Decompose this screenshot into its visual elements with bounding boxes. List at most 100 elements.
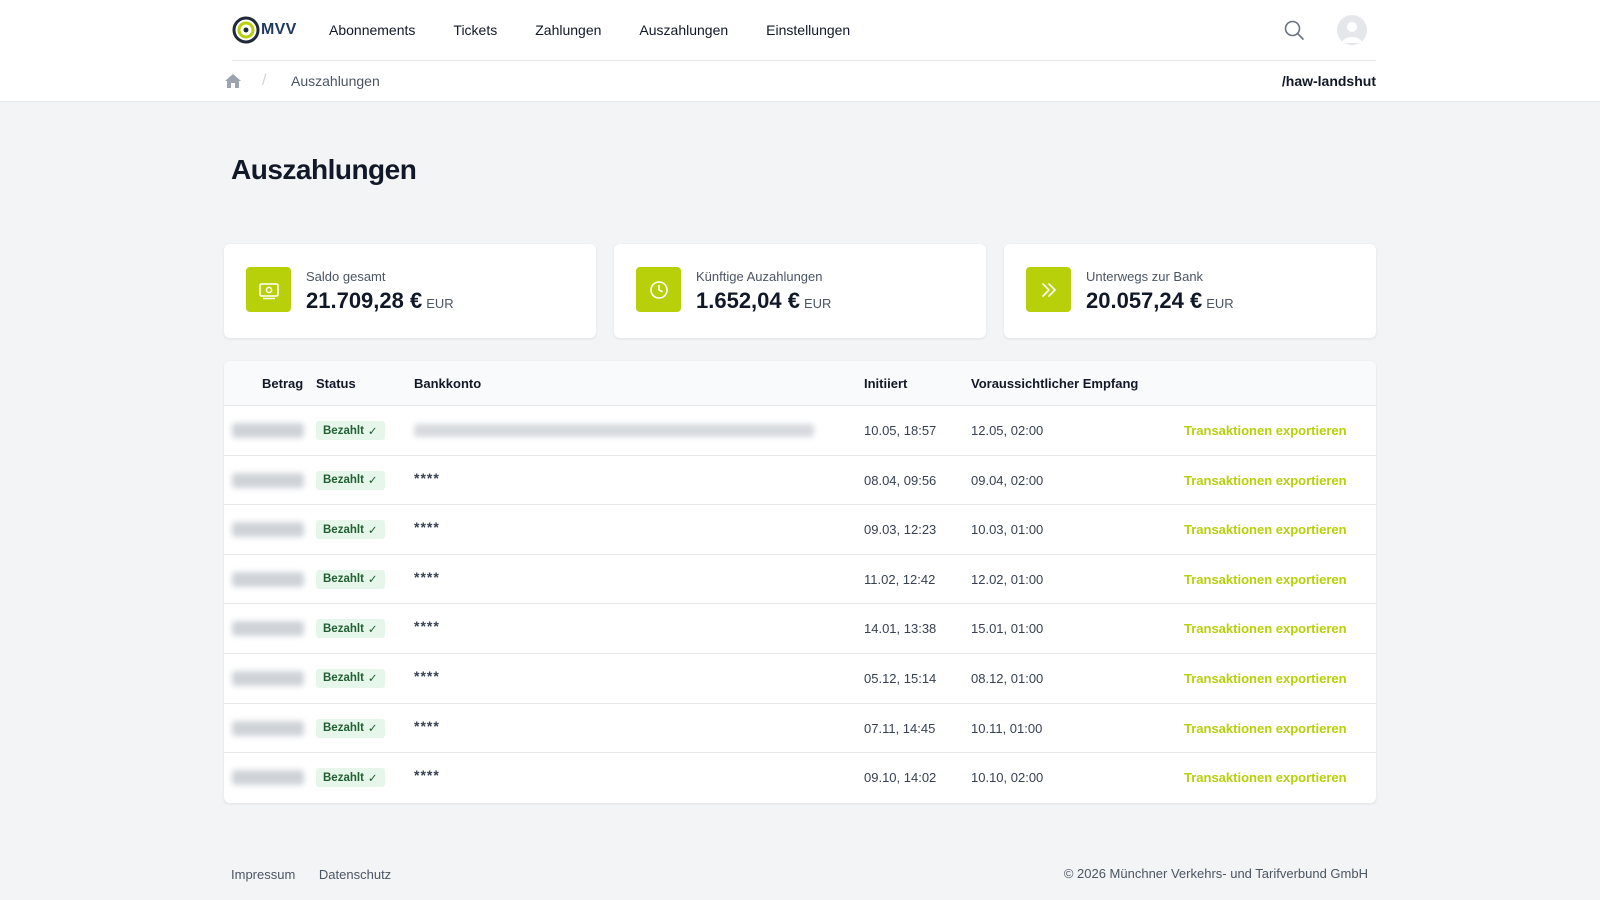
summary-cards: Saldo gesamt 21.709,28 € EUR Künftige Auz… — [224, 244, 1376, 338]
card-currency: EUR — [803, 296, 832, 311]
initiated-date: 08.04, 09:56 — [864, 472, 937, 488]
received-date: 12.02, 01:00 — [971, 571, 1044, 587]
table-row: Bezahlt ✓ **** 05.12, 15:14 08.12, 01:00 … — [224, 654, 1376, 704]
bank-account: **** — [414, 618, 440, 635]
check-icon: ✓ — [367, 574, 378, 587]
search-icon[interactable] — [1283, 19, 1305, 41]
check-icon: ✓ — [367, 673, 378, 686]
card-currency: EUR — [426, 296, 454, 311]
card-kuenftige-auszahlungen: Künftige Auzahlungen 1.652,04 € EUR — [614, 244, 986, 338]
amount-redacted — [232, 423, 304, 438]
card-amount: 20.057,24 € — [1086, 288, 1203, 313]
payouts-table: Betrag Status Bankkonto Initiiert Voraus… — [224, 361, 1376, 803]
export-transactions-link[interactable]: Transaktionen exportieren — [1184, 423, 1347, 438]
received-date: 10.03, 01:00 — [971, 522, 1044, 538]
mvv-logo[interactable]: MVV — [232, 14, 297, 46]
footer-links: Impressum Datenschutz — [231, 867, 411, 882]
bank-account: **** — [414, 717, 440, 734]
export-transactions-link[interactable]: Transaktionen exportieren — [1184, 472, 1347, 488]
status-label: Bezahlt — [323, 672, 364, 685]
table-row: Bezahlt ✓ **** 14.01, 13:38 15.01, 01:00 … — [224, 604, 1376, 654]
card-unterwegs-zur-bank: Unterwegs zur Bank 20.057,24 € EUR — [1004, 244, 1376, 338]
logo-text: MVV — [261, 21, 297, 38]
export-transactions-link[interactable]: Transaktionen exportieren — [1184, 670, 1347, 686]
table-row: Bezahlt ✓ **** 08.04, 09:56 09.04, 02:00 … — [224, 456, 1376, 506]
amount-redacted — [232, 522, 304, 538]
table-row: Bezahlt ✓ **** 09.10, 14:02 10.10, 02:00 … — [224, 753, 1376, 803]
user-avatar-icon[interactable] — [1337, 15, 1367, 45]
breadcrumb-current: Auszahlungen — [291, 73, 380, 89]
table-row: Bezahlt ✓ 10.05, 18:57 12.05, 02:00 Trans… — [224, 406, 1376, 456]
card-value: 1.652,04 € EUR — [696, 288, 831, 314]
export-transactions-link[interactable]: Transaktionen exportieren — [1184, 621, 1347, 637]
export-transactions-link[interactable]: Transaktionen exportieren — [1184, 720, 1347, 736]
check-icon: ✓ — [367, 425, 378, 438]
export-transactions-link[interactable]: Transaktionen exportieren — [1184, 770, 1347, 786]
amount-redacted — [232, 770, 304, 786]
double-chevron-right-icon — [1026, 267, 1071, 312]
received-date: 12.05, 02:00 — [971, 423, 1044, 438]
export-transactions-link[interactable]: Transaktionen exportieren — [1184, 522, 1347, 538]
received-date: 10.10, 02:00 — [971, 770, 1044, 786]
column-header-amount[interactable]: Betrag — [262, 376, 304, 391]
initiated-date: 09.03, 12:23 — [864, 522, 937, 538]
column-header-initiated[interactable]: Initiiert — [864, 376, 908, 391]
card-saldo-gesamt: Saldo gesamt 21.709,28 € EUR — [224, 244, 596, 338]
page-title: Auszahlungen — [231, 154, 417, 185]
breadcrumb-separator: / — [262, 72, 267, 89]
status-label: Bezahlt — [323, 474, 364, 487]
initiated-date: 09.10, 14:02 — [864, 770, 937, 786]
card-amount: 1.652,04 € — [696, 288, 800, 313]
status-badge: Bezahlt ✓ — [316, 619, 385, 639]
column-header-status[interactable]: Status — [316, 376, 356, 391]
status-label: Bezahlt — [323, 424, 364, 437]
table-row: Bezahlt ✓ **** 09.03, 12:23 10.03, 01:00 … — [224, 505, 1376, 555]
card-label: Saldo gesamt — [306, 269, 386, 284]
amount-redacted — [232, 621, 304, 637]
footer-copyright: © 2026 Münchner Verkehrs- und Tarifverbu… — [1063, 866, 1368, 881]
footer-link-impressum[interactable]: Impressum — [231, 867, 296, 882]
status-badge: Bezahlt ✓ — [316, 470, 385, 490]
banknote-icon — [246, 267, 291, 312]
nav-menu: Abonnements Tickets Zahlungen Auszahlung… — [329, 0, 888, 60]
mvv-logo-icon — [232, 16, 260, 44]
nav-item-abonnements[interactable]: Abonnements — [329, 22, 416, 38]
column-header-account[interactable]: Bankkonto — [414, 376, 482, 391]
bank-account: **** — [414, 519, 440, 536]
column-header-received[interactable]: Voraussichtlicher Empfang — [971, 376, 1139, 391]
status-badge: Bezahlt ✓ — [316, 569, 385, 589]
footer-link-datenschutz[interactable]: Datenschutz — [318, 867, 392, 882]
bank-account: **** — [414, 667, 440, 684]
nav-item-zahlungen[interactable]: Zahlungen — [535, 22, 602, 38]
check-icon: ✓ — [367, 475, 378, 488]
table-body: Bezahlt ✓ 10.05, 18:57 12.05, 02:00 Trans… — [224, 406, 1376, 803]
initiated-date: 14.01, 13:38 — [864, 621, 937, 637]
status-badge: Bezahlt ✓ — [316, 768, 385, 788]
bank-account: **** — [414, 767, 440, 784]
status-label: Bezahlt — [323, 523, 364, 536]
top-header: MVV Abonnements Tickets Zahlungen Auszah… — [0, 0, 1600, 102]
clock-icon — [636, 267, 681, 312]
status-label: Bezahlt — [323, 573, 364, 586]
card-label: Künftige Auzahlungen — [696, 269, 823, 284]
card-currency: EUR — [1206, 296, 1234, 311]
received-date: 15.01, 01:00 — [971, 621, 1044, 637]
table-header: Betrag Status Bankkonto Initiiert Voraus… — [224, 361, 1376, 406]
amount-redacted — [232, 720, 304, 736]
main-navigation: MVV Abonnements Tickets Zahlungen Auszah… — [232, 0, 1376, 61]
card-label: Unterwegs zur Bank — [1086, 269, 1204, 284]
bank-account: **** — [414, 568, 440, 585]
initiated-date: 07.11, 14:45 — [864, 720, 936, 736]
status-label: Bezahlt — [323, 722, 364, 735]
nav-item-auszahlungen[interactable]: Auszahlungen — [639, 22, 729, 38]
nav-item-einstellungen[interactable]: Einstellungen — [766, 22, 851, 38]
home-icon[interactable] — [224, 72, 242, 90]
organization-slug: /haw-landshut — [1281, 73, 1376, 89]
amount-redacted — [232, 571, 304, 587]
nav-item-tickets[interactable]: Tickets — [453, 22, 498, 38]
export-transactions-link[interactable]: Transaktionen exportieren — [1184, 571, 1347, 587]
amount-redacted — [232, 670, 304, 686]
initiated-date: 10.05, 18:57 — [864, 423, 937, 438]
bank-account: **** — [414, 469, 440, 486]
check-icon: ✓ — [367, 524, 378, 537]
